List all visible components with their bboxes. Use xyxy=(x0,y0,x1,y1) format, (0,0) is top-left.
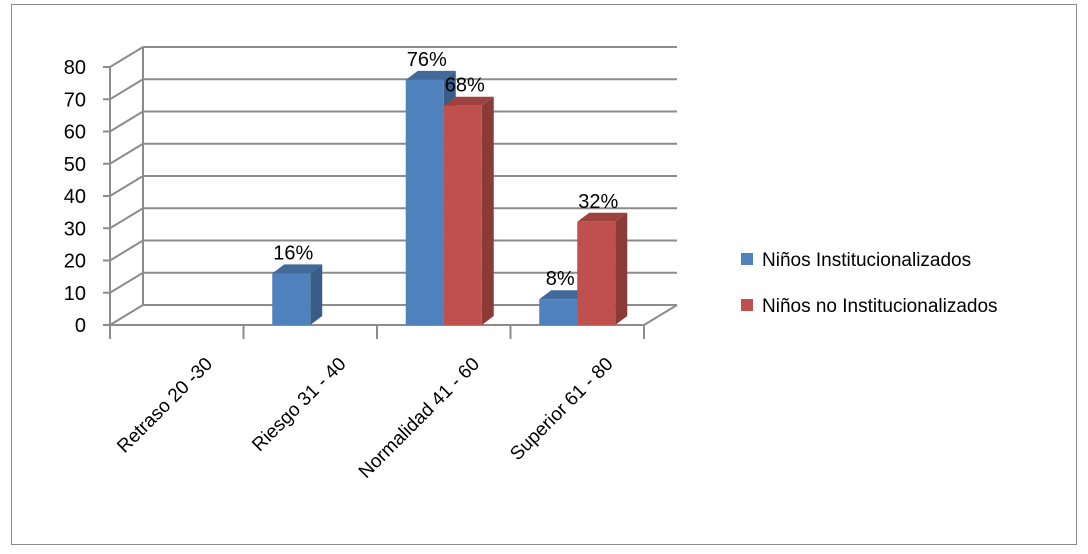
x-tick-label: Retraso 20 -30 xyxy=(113,354,217,458)
gridline-side xyxy=(109,271,144,294)
y-tick-label: 20 xyxy=(64,251,86,273)
data-label: 32% xyxy=(578,191,618,213)
bar xyxy=(272,273,311,325)
bar-side xyxy=(310,264,323,325)
bar-top xyxy=(405,70,456,80)
gridline-side xyxy=(109,239,144,262)
bar xyxy=(405,79,444,326)
gridline-side xyxy=(109,46,144,68)
bar xyxy=(443,105,482,325)
gridline-side xyxy=(109,142,144,165)
data-label: 76% xyxy=(407,49,447,71)
bar-side xyxy=(615,212,628,325)
gridline-side xyxy=(109,110,144,133)
y-tick-label: 40 xyxy=(64,186,86,208)
x-tick-label: Superior 61 - 80 xyxy=(506,354,617,465)
x-tick-label: Normalidad 41 - 60 xyxy=(355,354,484,483)
y-tick-label: 0 xyxy=(75,315,86,337)
data-label: 68% xyxy=(445,75,485,97)
legend-label: Niños no Institucionalizados xyxy=(762,296,998,317)
gridline-side xyxy=(109,78,144,101)
y-tick-label: 80 xyxy=(64,57,86,79)
y-tick-label: 30 xyxy=(64,218,86,240)
x-tick-label: Riesgo 31 - 40 xyxy=(248,354,350,456)
bar-top xyxy=(443,96,494,106)
gridline-side xyxy=(109,175,144,197)
gridline-side xyxy=(109,207,144,230)
gridline-side xyxy=(109,304,144,326)
data-label: 16% xyxy=(273,242,313,264)
bar xyxy=(577,221,616,325)
y-tick-label: 70 xyxy=(64,89,86,111)
y-tick-label: 60 xyxy=(64,122,86,144)
bar-top xyxy=(539,290,590,300)
y-tick-label: 50 xyxy=(64,154,86,176)
legend-swatch xyxy=(741,299,753,311)
bar xyxy=(539,299,578,325)
bar-side xyxy=(481,96,494,325)
bar-top xyxy=(577,212,628,222)
legend-label: Niños Institucionalizados xyxy=(762,250,971,271)
floor-edge xyxy=(643,304,678,326)
data-label: 8% xyxy=(546,268,575,290)
y-tick-label: 10 xyxy=(64,283,86,305)
chart-area xyxy=(11,4,1077,545)
bar-top xyxy=(272,264,323,274)
legend-swatch xyxy=(741,253,753,265)
